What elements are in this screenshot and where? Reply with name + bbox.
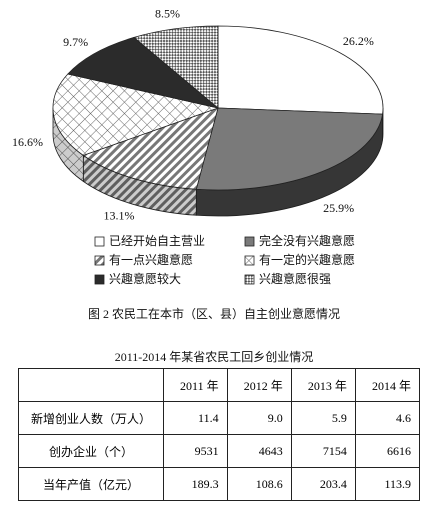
data-label: 16.6% <box>12 135 43 149</box>
table-cell: 9.0 <box>226 401 292 435</box>
data-table: 2011 年 2012 年 2013 年 2014 年新增创业人数（万人） 11.4 9.… <box>18 368 421 501</box>
chart: 26.2% 25.9% 13.1% 16.6% 9.7% 8.5% 已经开始自主营业 完全没… <box>12 6 384 286</box>
pie-slice <box>217 25 384 115</box>
pie: 26.2% 25.9% 13.1% 16.6% 9.7% 8.5% <box>12 6 384 223</box>
table-cell: 4.6 <box>354 401 421 435</box>
table-cell: 9531 <box>163 434 228 468</box>
pie-side-shade <box>53 108 84 182</box>
table-cell: 2012 年 <box>226 368 292 402</box>
table-title: 2011-2014 年某省农民工回乡创业情况 <box>114 350 314 364</box>
data-label: 9.7% <box>63 35 88 49</box>
table-row: 2011 年 2012 年 2013 年 2014 年 <box>18 368 421 402</box>
legend-swatch <box>244 255 255 266</box>
legend-label: 有一定的兴趣意愿 <box>259 252 355 267</box>
table-cell: 6616 <box>354 434 421 468</box>
pie-slice <box>82 107 219 190</box>
legend-swatch <box>244 274 255 285</box>
legend-swatch <box>244 236 255 247</box>
table-cell: 新增创业人数（万人） <box>18 401 164 435</box>
table-row: 创办企业（个） 9531 4643 7154 6616 <box>18 434 421 468</box>
pie-side-shade <box>196 114 383 217</box>
table-row: 当年产值（亿元） 189.3 108.6 203.4 113.9 <box>18 467 421 501</box>
table-cell: 4643 <box>226 434 292 468</box>
legend-label: 有一点兴趣意愿 <box>109 252 193 267</box>
pie-side-shade <box>83 155 197 216</box>
table-cell: 2013 年 <box>290 368 356 402</box>
legend-label: 已经开始自主营业 <box>109 234 205 248</box>
legend-swatch <box>94 236 105 247</box>
data-label: 8.5% <box>155 6 180 20</box>
legend-swatch <box>94 255 105 266</box>
pie-slice <box>133 25 219 109</box>
legend-label: 完全没有兴趣意愿 <box>259 233 355 248</box>
legend-label: 兴趣意愿很强 <box>259 271 331 286</box>
legend-swatch <box>94 274 105 285</box>
table-cell: 203.4 <box>290 467 356 501</box>
table-cell: 113.9 <box>354 467 421 501</box>
table-row: 新增创业人数（万人） 11.4 9.0 5.9 4.6 <box>18 401 421 435</box>
table-cell: 创办企业（个） <box>18 434 164 468</box>
data-label: 26.2% <box>343 34 374 48</box>
table-cell: 189.3 <box>163 467 228 501</box>
table-cell <box>18 368 164 402</box>
data-label: 25.9% <box>323 201 354 215</box>
legend-label: 兴趣意愿较大 <box>109 271 181 286</box>
pie-slice <box>67 36 219 109</box>
chart-caption: 图 2 农民工在本市（区、县）自主创业意愿情况 <box>87 307 340 321</box>
table-cell: 108.6 <box>226 467 292 501</box>
table-cell: 5.9 <box>290 401 356 435</box>
table-cell: 11.4 <box>163 401 228 435</box>
table-cell: 7154 <box>290 434 356 468</box>
table-cell: 2011 年 <box>163 368 228 402</box>
table-cell: 2014 年 <box>354 368 421 402</box>
table-cell: 当年产值（亿元） <box>18 467 164 501</box>
pie-slice <box>195 107 383 191</box>
pie-slice <box>52 73 220 156</box>
data-label: 13.1% <box>104 209 135 223</box>
